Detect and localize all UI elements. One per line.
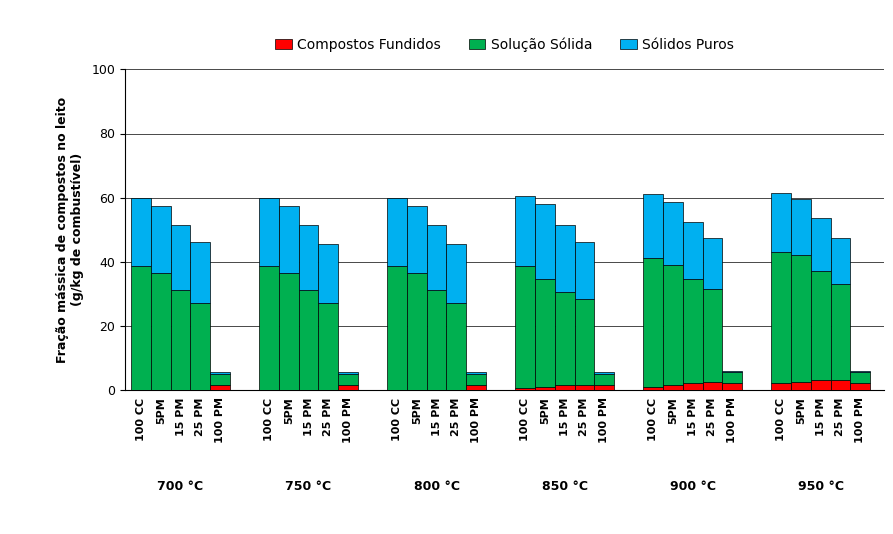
Bar <box>171 290 190 390</box>
Bar <box>466 372 486 374</box>
Bar <box>210 385 230 390</box>
Bar <box>210 372 230 374</box>
Text: 850 °C: 850 °C <box>541 480 588 492</box>
Bar <box>830 238 850 284</box>
Bar <box>279 206 298 273</box>
Legend: Compostos Fundidos, Solução Sólida, Sólidos Puros: Compostos Fundidos, Solução Sólida, Sóli… <box>270 32 739 57</box>
Bar <box>811 380 830 390</box>
Y-axis label: Fração mássica de compostos no leito
(g/kg de combustível): Fração mássica de compostos no leito (g/… <box>56 97 85 363</box>
Bar <box>446 303 466 390</box>
Bar <box>338 374 358 385</box>
Bar <box>663 265 682 385</box>
Bar <box>682 383 703 390</box>
Bar <box>190 242 210 303</box>
Bar <box>319 303 338 390</box>
Bar <box>338 385 358 390</box>
Bar <box>682 222 703 279</box>
Bar <box>830 284 850 380</box>
Bar <box>535 204 555 279</box>
Bar <box>771 252 791 383</box>
Bar <box>574 299 595 385</box>
Bar <box>515 266 535 388</box>
Bar <box>555 385 574 390</box>
Bar <box>427 290 446 390</box>
Bar <box>595 374 614 385</box>
Bar <box>643 258 663 387</box>
Bar <box>171 225 190 290</box>
Bar <box>131 266 151 390</box>
Bar <box>151 273 171 390</box>
Bar <box>259 266 279 390</box>
Bar <box>850 372 870 383</box>
Text: 950 °C: 950 °C <box>797 480 844 492</box>
Bar <box>151 206 171 273</box>
Bar <box>643 387 663 390</box>
Bar <box>811 218 830 271</box>
Bar <box>682 279 703 383</box>
Bar <box>131 198 151 266</box>
Bar <box>771 193 791 252</box>
Bar <box>466 385 486 390</box>
Bar <box>663 202 682 265</box>
Bar <box>791 382 811 390</box>
Bar <box>515 388 535 390</box>
Bar <box>407 206 427 273</box>
Bar <box>298 225 319 290</box>
Bar <box>338 372 358 374</box>
Bar <box>574 385 595 390</box>
Bar <box>663 385 682 390</box>
Bar <box>279 273 298 390</box>
Bar <box>811 271 830 380</box>
Bar <box>850 371 870 372</box>
Bar <box>791 199 811 255</box>
Text: 800 °C: 800 °C <box>413 480 460 492</box>
Bar <box>446 244 466 303</box>
Bar <box>771 383 791 390</box>
Text: 700 °C: 700 °C <box>157 480 204 492</box>
Bar <box>535 279 555 387</box>
Bar <box>407 273 427 390</box>
Bar <box>643 194 663 258</box>
Text: 900 °C: 900 °C <box>670 480 715 492</box>
Bar <box>703 382 722 390</box>
Bar <box>535 387 555 390</box>
Bar <box>387 198 407 266</box>
Bar <box>830 380 850 390</box>
Text: 750 °C: 750 °C <box>286 480 331 492</box>
Bar <box>298 290 319 390</box>
Bar <box>515 196 535 266</box>
Bar <box>703 289 722 382</box>
Bar <box>722 372 742 383</box>
Bar <box>210 374 230 385</box>
Bar <box>319 244 338 303</box>
Bar <box>555 292 574 385</box>
Bar <box>259 198 279 266</box>
Bar <box>466 374 486 385</box>
Bar <box>427 225 446 290</box>
Bar <box>722 383 742 390</box>
Bar <box>555 225 574 292</box>
Bar <box>722 371 742 372</box>
Bar <box>595 385 614 390</box>
Bar <box>595 372 614 374</box>
Bar <box>190 303 210 390</box>
Bar <box>574 242 595 299</box>
Bar <box>387 266 407 390</box>
Bar <box>703 238 722 289</box>
Bar <box>791 255 811 382</box>
Bar <box>850 383 870 390</box>
